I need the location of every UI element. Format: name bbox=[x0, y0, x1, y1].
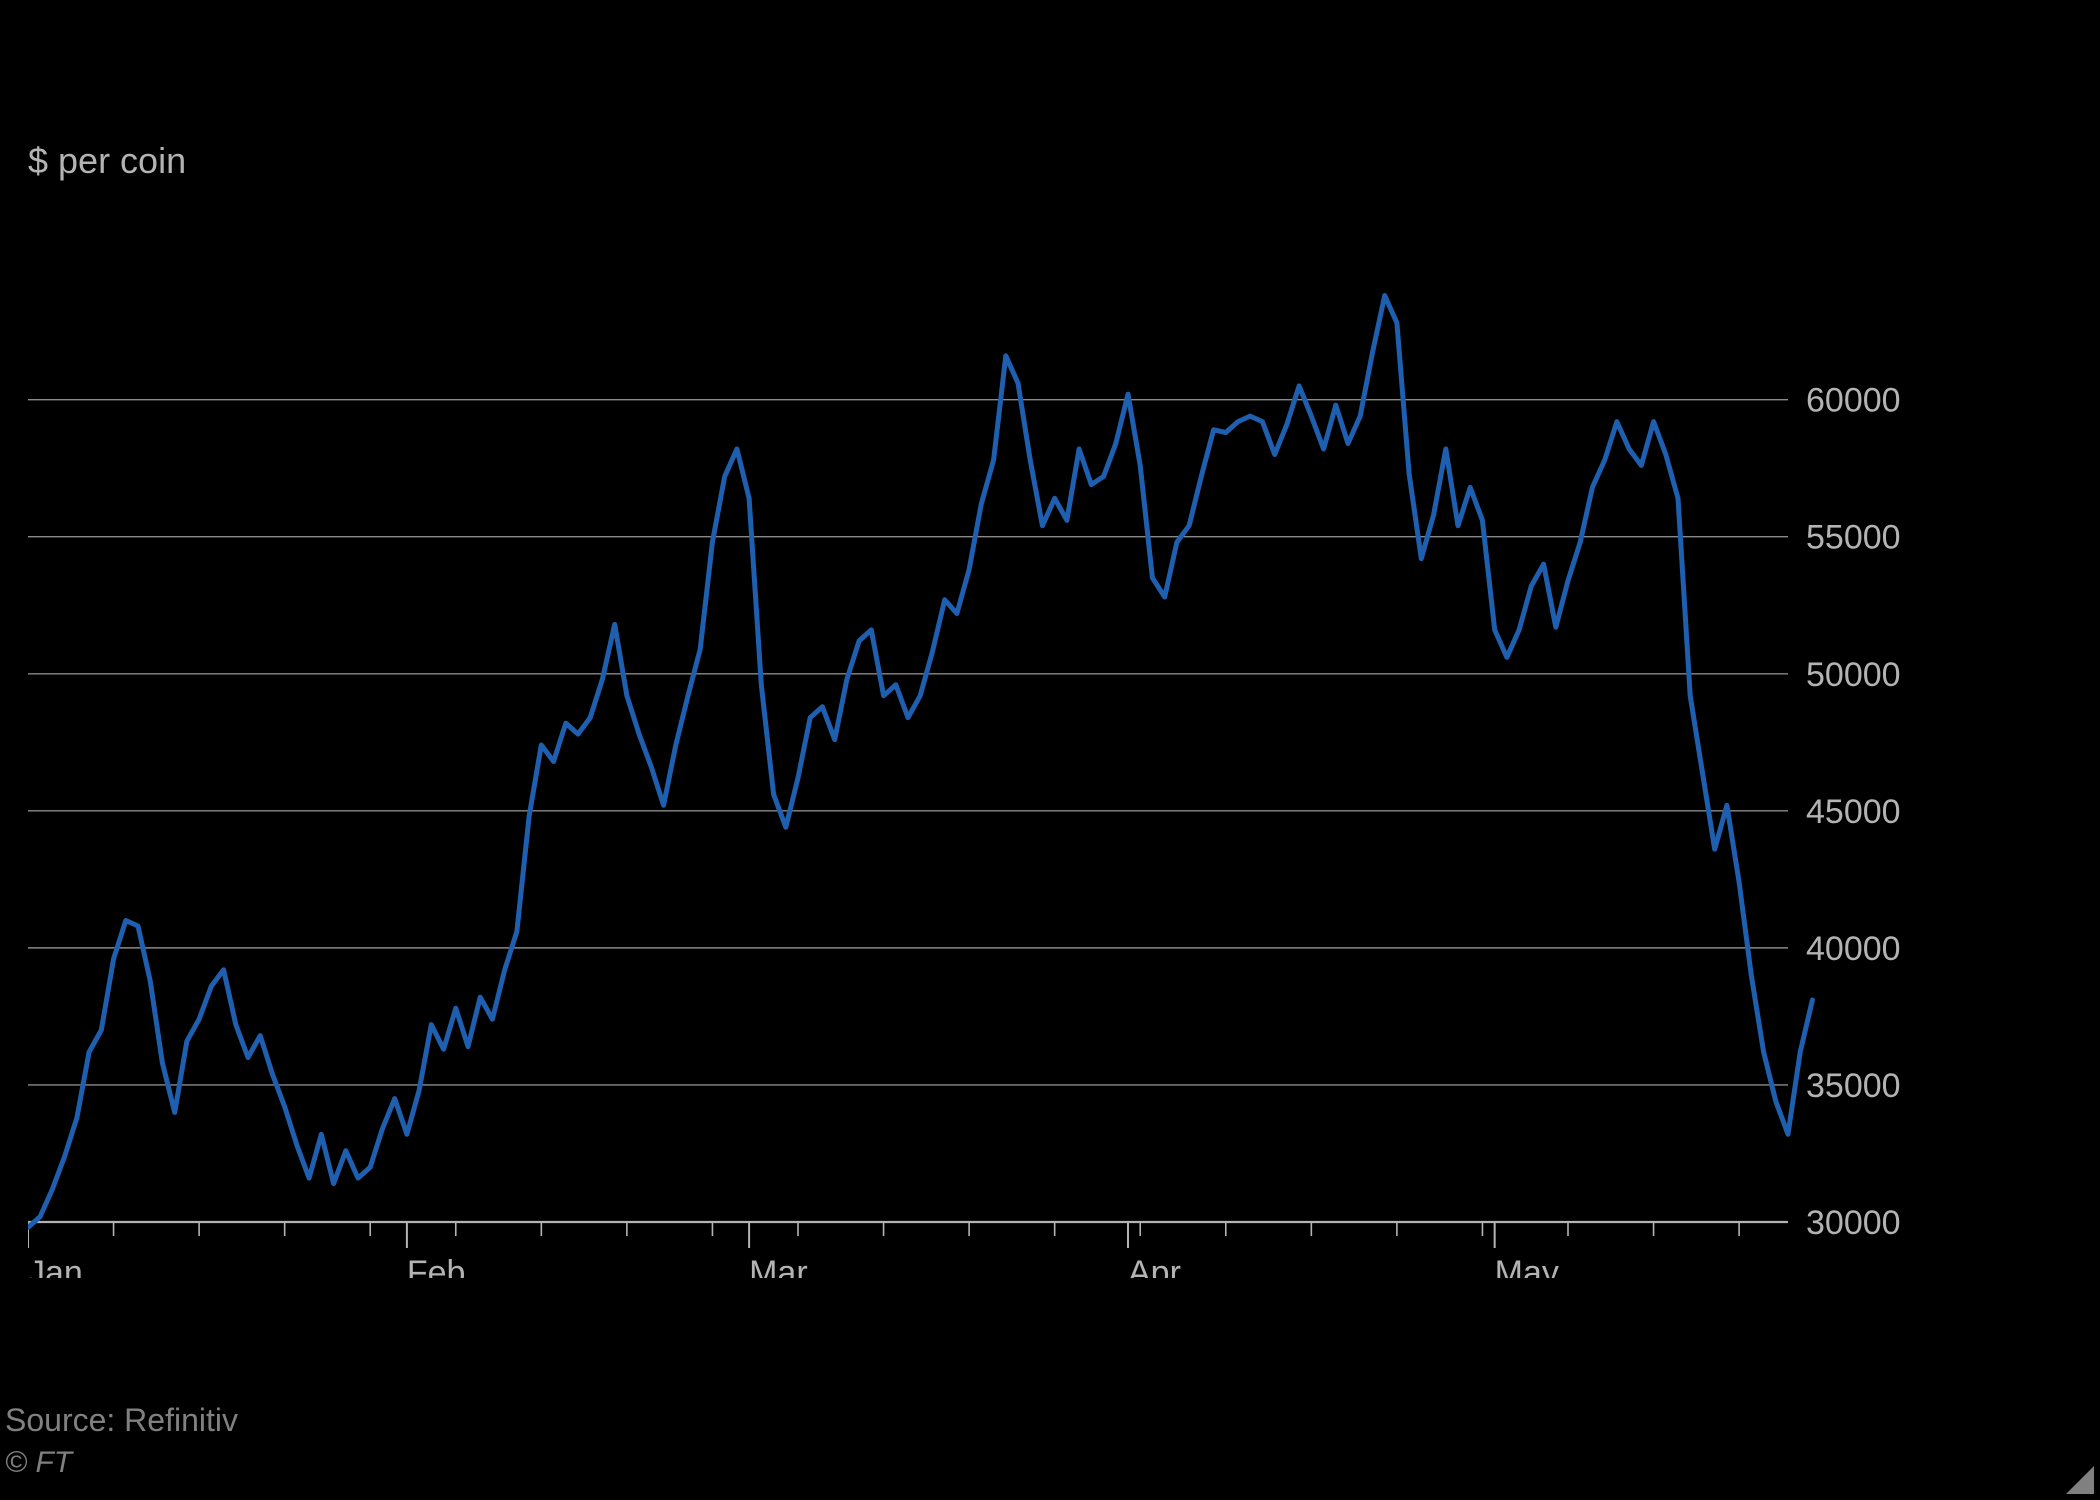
svg-text:55000: 55000 bbox=[1806, 519, 1901, 557]
svg-text:Jan: Jan bbox=[28, 1254, 83, 1278]
copyright-text: © FT bbox=[5, 1446, 72, 1480]
chart-svg: 30000 35000 40000 45000 50000 55000 60000 Jan Fe… bbox=[28, 242, 1918, 1278]
y-axis-label: $ per coin bbox=[28, 140, 186, 182]
svg-text:50000: 50000 bbox=[1806, 656, 1901, 694]
svg-text:May: May bbox=[1495, 1254, 1559, 1278]
svg-text:Apr: Apr bbox=[1128, 1254, 1181, 1278]
svg-text:Feb: Feb bbox=[407, 1254, 466, 1278]
chart-plot-area: 30000 35000 40000 45000 50000 55000 60000 Jan Fe… bbox=[28, 242, 1918, 1278]
svg-text:30000: 30000 bbox=[1806, 1204, 1901, 1242]
svg-text:60000: 60000 bbox=[1806, 382, 1901, 420]
source-text: Source: Refinitiv bbox=[5, 1402, 238, 1439]
svg-text:40000: 40000 bbox=[1806, 930, 1901, 968]
chart-container: $ per coin 30000 35000 40000 45000 50000 5500… bbox=[0, 0, 2100, 1500]
svg-text:Mar: Mar bbox=[749, 1254, 808, 1278]
svg-text:35000: 35000 bbox=[1806, 1067, 1901, 1105]
svg-text:45000: 45000 bbox=[1806, 793, 1901, 831]
corner-triangle-icon bbox=[2066, 1466, 2094, 1494]
